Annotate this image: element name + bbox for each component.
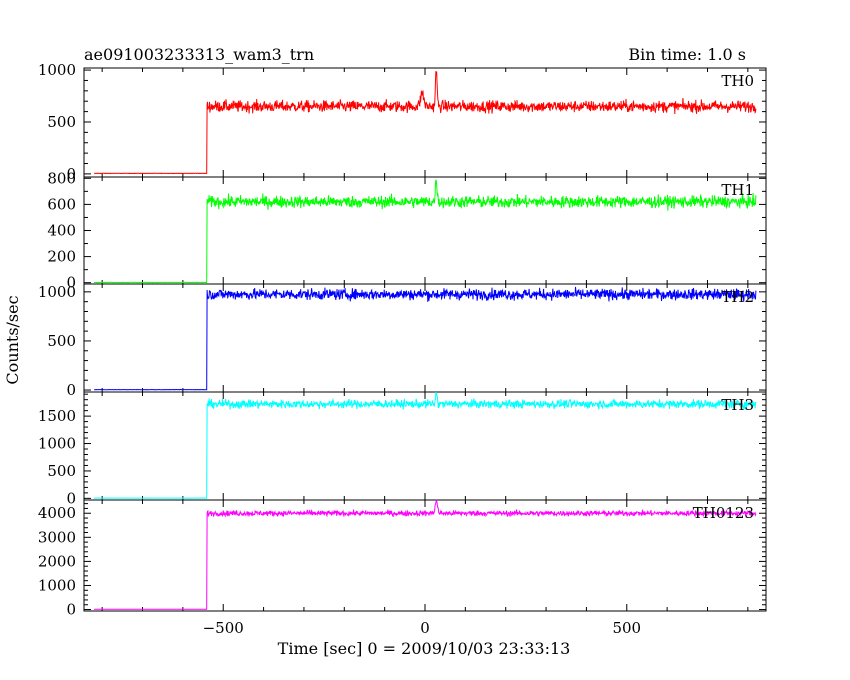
- series-label: TH2: [721, 288, 754, 306]
- series-line-th3: [93, 391, 757, 499]
- y-tick-label: 0: [66, 489, 76, 507]
- panel-frame: [83, 283, 767, 393]
- series-line-th2: [94, 286, 757, 391]
- x-axis-label: Time [sec] 0 = 2009/10/03 23:33:13: [278, 639, 571, 658]
- y-tick-label: 1000: [38, 435, 76, 453]
- y-tick-label: 2000: [38, 552, 76, 570]
- series-label: TH0: [721, 72, 754, 90]
- y-tick-label: 500: [47, 113, 76, 131]
- panel-th3: 0 500 1000 1500 TH3: [38, 391, 767, 507]
- y-tick-label: 0: [66, 381, 76, 399]
- y-tick-label: 200: [47, 248, 76, 266]
- y-tick-label: 1000: [38, 576, 76, 594]
- y-tick-label: 500: [47, 332, 76, 350]
- series-line-th0123: [94, 499, 757, 610]
- y-tick-label: 500: [47, 462, 76, 480]
- x-tick-label: 500: [612, 619, 641, 637]
- x-tick-label: −500: [203, 619, 244, 637]
- y-tick-label: 0: [66, 274, 76, 292]
- bin-time-label: Bin time: 1.0 s: [628, 45, 746, 64]
- y-tick-label: 1500: [38, 407, 76, 425]
- y-tick-label: 600: [47, 195, 76, 213]
- series-label: TH0123: [693, 504, 754, 522]
- panel-th0: 0 500 1000 TH0: [38, 61, 767, 183]
- y-tick-label: 800: [47, 169, 76, 187]
- y-tick-label: 3000: [38, 528, 76, 546]
- y-tick-label: 4000: [38, 504, 76, 522]
- y-axis-label: Counts/sec: [3, 295, 22, 384]
- series-line-th0: [94, 71, 757, 175]
- panel-frame: [83, 67, 767, 178]
- y-tick-label: 1000: [38, 61, 76, 79]
- panel-th1: 0 200 400 600 800 TH1: [47, 169, 767, 292]
- y-tick-label: 400: [47, 222, 76, 240]
- series-label: TH1: [721, 181, 754, 199]
- series-label: TH3: [721, 396, 754, 414]
- panel-frame: [83, 176, 767, 285]
- chart-title: ae091003233313_wam3_trn: [84, 45, 314, 64]
- panel-stack: 0 500 1000 TH0 0 200 400 600 800 TH1 0 500 1000 TH2 0 5…: [38, 61, 767, 637]
- panel-th0123: 0 1000 2000 3000 4000 TH0123: [38, 499, 767, 619]
- panel-th2: 0 500 1000 TH2: [38, 283, 767, 399]
- y-tick-label: 0: [66, 601, 76, 619]
- y-tick-label: 1000: [38, 283, 76, 301]
- series-line-th1: [93, 179, 757, 284]
- y-tick-label: 0: [66, 165, 76, 183]
- x-axis: −500 0 500: [203, 619, 641, 637]
- panel-frame: [83, 499, 767, 612]
- x-tick-label: 0: [420, 619, 430, 637]
